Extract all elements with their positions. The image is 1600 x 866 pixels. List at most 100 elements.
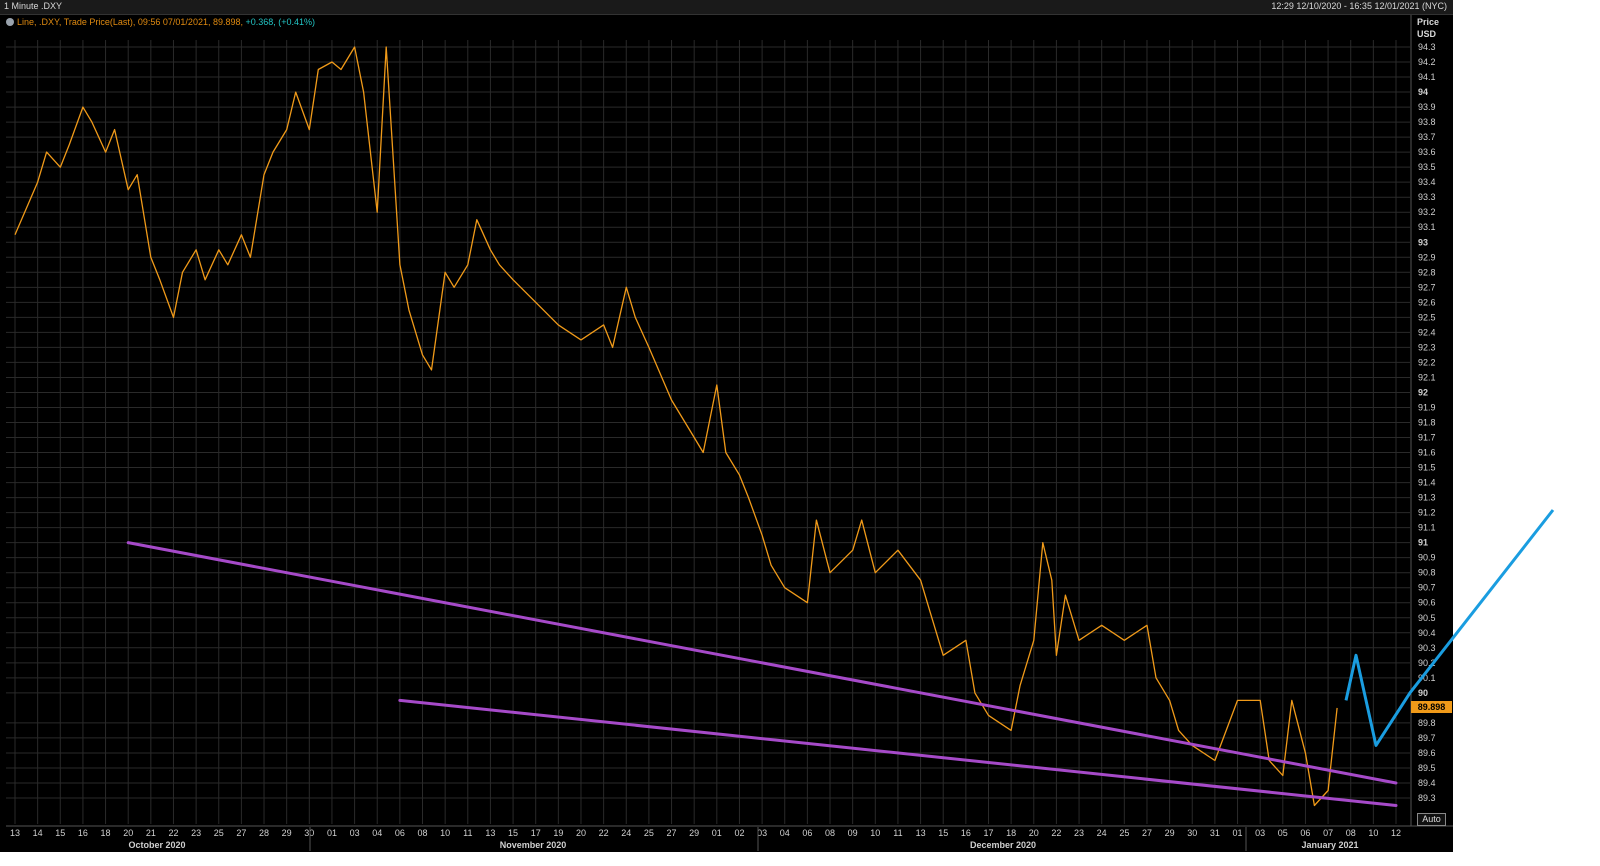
y-tick-label: 91.6	[1418, 448, 1436, 458]
series-settings-icon[interactable]	[6, 18, 14, 26]
x-tick-label: 30	[304, 828, 314, 838]
y-tick-label: 92.6	[1418, 297, 1436, 307]
x-tick-label: 25	[1119, 828, 1129, 838]
y-tick-label: 92.3	[1418, 342, 1436, 352]
x-tick-label: 13	[916, 828, 926, 838]
y-tick-label: 93.4	[1418, 177, 1436, 187]
chart-title-bar: 1 Minute .DXY 12:29 12/10/2020 - 16:35 1…	[0, 0, 1453, 15]
x-tick-label: 14	[33, 828, 43, 838]
y-tick-label: 92.7	[1418, 282, 1436, 292]
x-tick-label: 24	[621, 828, 631, 838]
y-tick-label: 91.5	[1418, 463, 1436, 473]
y-tick-label: 93.9	[1418, 102, 1436, 112]
y-tick-label: 90.7	[1418, 583, 1436, 593]
y-tick-label: 90.2	[1418, 658, 1436, 668]
x-tick-label: 10	[1368, 828, 1378, 838]
x-tick-label: 31	[1210, 828, 1220, 838]
month-label: November 2020	[500, 840, 567, 850]
y-tick-label: 89.8	[1418, 718, 1436, 728]
x-tick-label: 13	[10, 828, 20, 838]
x-tick-label: 23	[1074, 828, 1084, 838]
x-tick-label: 06	[395, 828, 405, 838]
y-tick-label: 89.6	[1418, 748, 1436, 758]
x-tick-label: 23	[191, 828, 201, 838]
y-tick-label: 92.5	[1418, 312, 1436, 322]
projection-line	[1344, 509, 1555, 747]
x-tick-label: 20	[576, 828, 586, 838]
series-legend: Line, .DXY, Trade Price(Last), 09:56 07/…	[6, 17, 315, 27]
y-tick-label: 92.9	[1418, 252, 1436, 262]
x-tick-label: 07	[1323, 828, 1333, 838]
x-tick-label: 29	[689, 828, 699, 838]
y-tick-label: 91	[1418, 538, 1428, 548]
y-tick-label: 89.3	[1418, 793, 1436, 803]
y-tick-label: 92	[1418, 387, 1428, 397]
y-tick-label: 90.4	[1418, 628, 1436, 638]
y-tick-label: 94.3	[1418, 42, 1436, 52]
auto-scale-button[interactable]: Auto	[1417, 813, 1446, 826]
x-tick-label: 08	[1346, 828, 1356, 838]
x-tick-label: 29	[1165, 828, 1175, 838]
x-tick-label: 24	[1097, 828, 1107, 838]
x-tick-label: 20	[123, 828, 133, 838]
y-tick-label: 91.4	[1418, 478, 1436, 488]
x-tick-label: 30	[1187, 828, 1197, 838]
x-tick-label: 22	[168, 828, 178, 838]
last-price-flag: 89.898	[1411, 701, 1452, 713]
x-tick-label: 03	[757, 828, 767, 838]
x-tick-label: 01	[327, 828, 337, 838]
x-tick-label: 18	[101, 828, 111, 838]
x-tick-label: 03	[1255, 828, 1265, 838]
legend-text: Line, .DXY, Trade Price(Last), 09:56 07/…	[17, 17, 243, 27]
x-tick-label: 15	[508, 828, 518, 838]
x-tick-label: 25	[214, 828, 224, 838]
x-tick-label: 04	[780, 828, 790, 838]
x-tick-label: 20	[1029, 828, 1039, 838]
x-tick-label: 08	[418, 828, 428, 838]
x-tick-label: 25	[644, 828, 654, 838]
x-tick-label: 21	[146, 828, 156, 838]
y-tick-label: 92.4	[1418, 327, 1436, 337]
x-tick-label: 17	[983, 828, 993, 838]
x-tick-label: 12	[1391, 828, 1401, 838]
x-tick-label: 10	[870, 828, 880, 838]
x-tick-label: 04	[372, 828, 382, 838]
y-tick-label: 91.1	[1418, 523, 1436, 533]
x-tick-label: 27	[1142, 828, 1152, 838]
axis-title-price: Price	[1417, 17, 1440, 27]
x-tick-label: 17	[531, 828, 541, 838]
y-tick-label: 89.4	[1418, 778, 1436, 788]
x-tick-label: 05	[1278, 828, 1288, 838]
y-tick-label: 93.3	[1418, 192, 1436, 202]
month-label: January 2021	[1301, 840, 1358, 850]
trendline-lower	[398, 698, 1398, 808]
y-tick-label: 91.8	[1418, 418, 1436, 428]
axis-title-currency: USD	[1417, 29, 1437, 39]
y-tick-label: 92.8	[1418, 267, 1436, 277]
x-tick-label: 27	[236, 828, 246, 838]
x-tick-label: 01	[712, 828, 722, 838]
x-tick-label: 16	[78, 828, 88, 838]
x-tick-label: 11	[463, 828, 472, 838]
x-tick-label: 28	[259, 828, 269, 838]
x-tick-label: 15	[938, 828, 948, 838]
series-line-dxy	[14, 46, 1338, 807]
y-tick-label: 90.1	[1418, 673, 1436, 683]
y-tick-label: 90.9	[1418, 553, 1436, 563]
y-tick-label: 92.2	[1418, 357, 1436, 367]
x-tick-label: 11	[893, 828, 902, 838]
x-tick-label: 01	[1233, 828, 1243, 838]
x-tick-label: 06	[1300, 828, 1310, 838]
time-range: 12:29 12/10/2020 - 16:35 12/01/2021 (NYC…	[1271, 1, 1447, 11]
y-tick-label: 92.1	[1418, 372, 1436, 382]
y-tick-label: 90	[1418, 688, 1428, 698]
y-tick-label: 93.2	[1418, 207, 1436, 217]
y-tick-label: 93.6	[1418, 147, 1436, 157]
y-tick-label: 94.2	[1418, 57, 1436, 67]
x-tick-label: 29	[282, 828, 292, 838]
y-tick-label: 94	[1418, 87, 1428, 97]
y-tick-label: 93.1	[1418, 222, 1436, 232]
x-tick-label: 22	[1051, 828, 1061, 838]
y-tick-label: 91.2	[1418, 508, 1436, 518]
